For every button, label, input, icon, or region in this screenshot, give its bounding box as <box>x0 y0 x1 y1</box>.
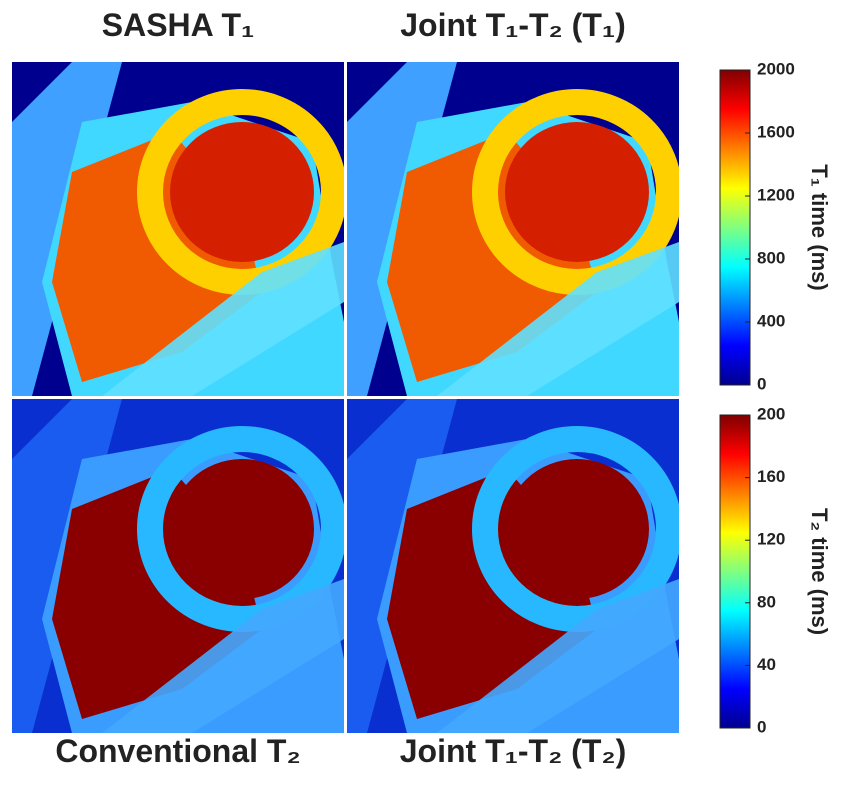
ventricle-left <box>170 122 314 262</box>
colorbar-tick-label: 0 <box>757 717 766 736</box>
colorbar-tick-label: 80 <box>757 592 776 611</box>
panel-title: Conventional T₂ <box>55 733 300 769</box>
colorbar-tick-label: 200 <box>757 404 785 423</box>
map-panel <box>347 399 679 733</box>
colorbar-label: T₁ time (ms) <box>807 164 832 290</box>
septum-band <box>102 242 344 396</box>
colorbar-tick-label: 1200 <box>757 185 795 204</box>
colorbar-tick-label: 0 <box>757 374 766 393</box>
septum-band <box>437 242 679 396</box>
myocardial-ring <box>472 89 679 295</box>
septum-band <box>437 579 679 733</box>
ventricle-left <box>505 122 649 262</box>
colorbar-tick-label: 2000 <box>757 59 795 78</box>
map-panel <box>12 399 344 733</box>
colorbar-tick-label: 160 <box>757 467 785 486</box>
colorbar-tick-label: 800 <box>757 248 785 267</box>
colorbar-tick-label: 1600 <box>757 122 795 141</box>
panel-title: Joint T₁-T₂ (T₁) <box>400 7 626 43</box>
colorbar-tick-label: 120 <box>757 530 785 549</box>
ventricle-left <box>170 459 314 599</box>
colorbar <box>719 69 751 386</box>
panel-title: Joint T₁-T₂ (T₂) <box>400 733 627 769</box>
colorbar-tick-label: 40 <box>757 655 776 674</box>
ventricle-left <box>505 459 649 599</box>
map-panel <box>347 62 679 396</box>
colorbar-label: T₂ time (ms) <box>807 508 832 635</box>
colorbar-tick-label: 400 <box>757 311 785 330</box>
myocardial-ring <box>472 426 679 632</box>
myocardial-ring <box>137 426 344 632</box>
septum-band <box>102 579 344 733</box>
panel-title: SASHA T₁ <box>102 7 255 43</box>
colorbar <box>719 414 751 729</box>
myocardial-ring <box>137 89 344 295</box>
map-panel <box>12 62 344 396</box>
